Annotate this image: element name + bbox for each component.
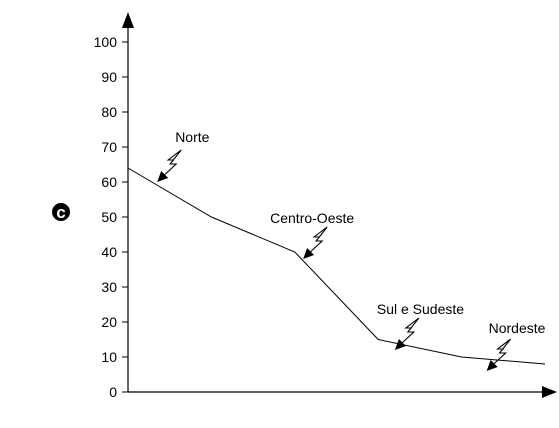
annotation: Nordeste [486, 320, 546, 371]
annotation-arrowhead [303, 248, 315, 259]
y-tick-label: 20 [101, 314, 117, 330]
y-tick-label: 50 [101, 209, 117, 225]
axes [122, 12, 557, 398]
y-tick-label: 10 [101, 349, 117, 365]
y-tick-label: 30 [101, 279, 117, 295]
annotation: Norte [157, 129, 210, 182]
y-tick-label: 100 [94, 34, 118, 50]
y-tick-label: 0 [109, 384, 117, 400]
panel-label: c [52, 203, 70, 222]
y-tick-label: 60 [101, 174, 117, 190]
annotation-arrowhead [157, 171, 169, 182]
annotation-arrowhead [394, 339, 406, 350]
y-tick-label: 80 [101, 104, 117, 120]
annotation-label: Centro-Oeste [270, 210, 354, 226]
annotations: Norte Centro-Oeste Sul e Sudeste Nordeste [157, 129, 546, 371]
annotation-zigzag [162, 149, 182, 177]
x-axis-arrow [542, 386, 557, 398]
series [127, 167, 546, 365]
y-tick-label: 40 [101, 244, 117, 260]
series-line [127, 167, 546, 365]
y-axis-arrow [122, 12, 134, 28]
annotation-arrowhead [486, 360, 498, 371]
annotation: Centro-Oeste [270, 210, 354, 259]
y-tick-label: 90 [101, 69, 117, 85]
annotation-label: Sul e Sudeste [377, 301, 464, 317]
panel-label-badge [52, 203, 70, 221]
annotation-zigzag [400, 317, 420, 345]
panel-label-text: c [56, 203, 65, 222]
y-axis-ticks: 0 10 20 30 40 50 60 70 80 90 100 [94, 34, 128, 400]
annotation-label: Norte [175, 129, 209, 145]
annotation-zigzag [308, 226, 328, 254]
annotation: Sul e Sudeste [377, 301, 464, 350]
annotation-label: Nordeste [489, 320, 546, 336]
annotation-zigzag [492, 338, 512, 366]
y-tick-label: 70 [101, 139, 117, 155]
